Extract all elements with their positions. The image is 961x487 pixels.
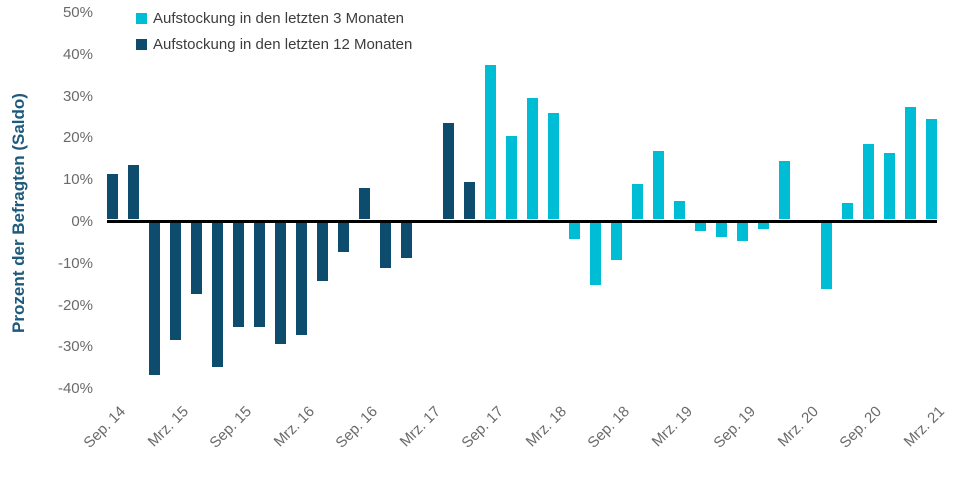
bar xyxy=(506,135,517,220)
bar xyxy=(191,222,202,294)
y-axis-title: Prozent der Befragten (Saldo) xyxy=(9,93,28,333)
bar xyxy=(821,222,832,290)
y-tick-label: 10% xyxy=(62,171,93,189)
x-tick-label: Sep. 18 xyxy=(583,403,633,452)
x-tick-label: Sep. 17 xyxy=(457,403,507,452)
x-tick-label: Mrz. 16 xyxy=(270,403,318,451)
bar xyxy=(443,123,454,220)
x-axis-zero-line xyxy=(107,219,937,223)
y-tick-label: 0% xyxy=(71,213,93,230)
x-tick-label: Mrz. 21 xyxy=(900,403,948,451)
y-tick-label: -30% xyxy=(57,338,93,356)
bar xyxy=(401,222,412,259)
x-tick-label: Mrz. 18 xyxy=(522,403,570,451)
bar xyxy=(632,183,643,220)
bar xyxy=(653,150,664,220)
y-tick-label: 40% xyxy=(62,45,93,63)
legend-item-12-monate: Aufstockung in den letzten 12 Monaten xyxy=(136,34,412,54)
x-tick-label: Sep. 19 xyxy=(709,403,759,452)
bar xyxy=(758,222,769,229)
bar xyxy=(905,106,916,220)
legend: Aufstockung in den letzten 3 Monaten Auf… xyxy=(136,8,412,60)
legend-label-12-monate: Aufstockung in den letzten 12 Monaten xyxy=(153,35,413,53)
x-tick-label: Mrz. 17 xyxy=(396,403,444,451)
bar xyxy=(737,222,748,242)
legend-swatch-navy xyxy=(136,38,147,50)
legend-label-3-monate: Aufstockung in den letzten 3 Monaten xyxy=(153,9,405,27)
y-tick-label: -40% xyxy=(57,380,93,398)
bar xyxy=(779,160,790,220)
bar xyxy=(716,222,727,238)
bar xyxy=(296,222,307,336)
y-tick-label: -10% xyxy=(57,254,93,272)
bar xyxy=(254,222,265,327)
x-tick-label: Mrz. 15 xyxy=(144,403,192,451)
bar xyxy=(926,119,937,220)
bar xyxy=(233,222,244,327)
bar xyxy=(884,152,895,220)
y-tick-label: -20% xyxy=(57,296,93,314)
bar xyxy=(695,222,706,231)
x-tick-label: Mrz. 20 xyxy=(774,403,822,451)
legend-swatch-cyan xyxy=(136,12,147,24)
y-tick-label: 50% xyxy=(62,4,93,21)
bar xyxy=(590,222,601,286)
bar xyxy=(380,222,391,269)
x-tick-label: Sep. 15 xyxy=(205,403,255,452)
x-tick-label: Mrz. 19 xyxy=(648,403,696,451)
bar xyxy=(338,222,349,252)
bar xyxy=(128,165,139,220)
bar xyxy=(842,202,853,220)
bar xyxy=(317,222,328,282)
bar xyxy=(527,98,538,220)
bar xyxy=(149,222,160,376)
bar xyxy=(359,188,370,220)
y-tick-label: 20% xyxy=(62,129,93,147)
bar xyxy=(674,200,685,220)
bar xyxy=(548,112,559,220)
bar xyxy=(485,64,496,220)
x-tick-label: Sep. 20 xyxy=(835,403,885,452)
x-tick-label: Sep. 14 xyxy=(79,403,129,452)
bar xyxy=(464,181,475,220)
legend-item-3-monate: Aufstockung in den letzten 3 Monaten xyxy=(136,8,412,28)
bar xyxy=(611,222,622,261)
bar xyxy=(275,222,286,344)
bar xyxy=(212,222,223,367)
bar xyxy=(569,222,580,240)
x-tick-label: Sep. 16 xyxy=(331,403,381,452)
bar xyxy=(170,222,181,340)
bar xyxy=(107,173,118,220)
bar xyxy=(863,144,874,220)
y-tick-label: 30% xyxy=(62,87,93,105)
